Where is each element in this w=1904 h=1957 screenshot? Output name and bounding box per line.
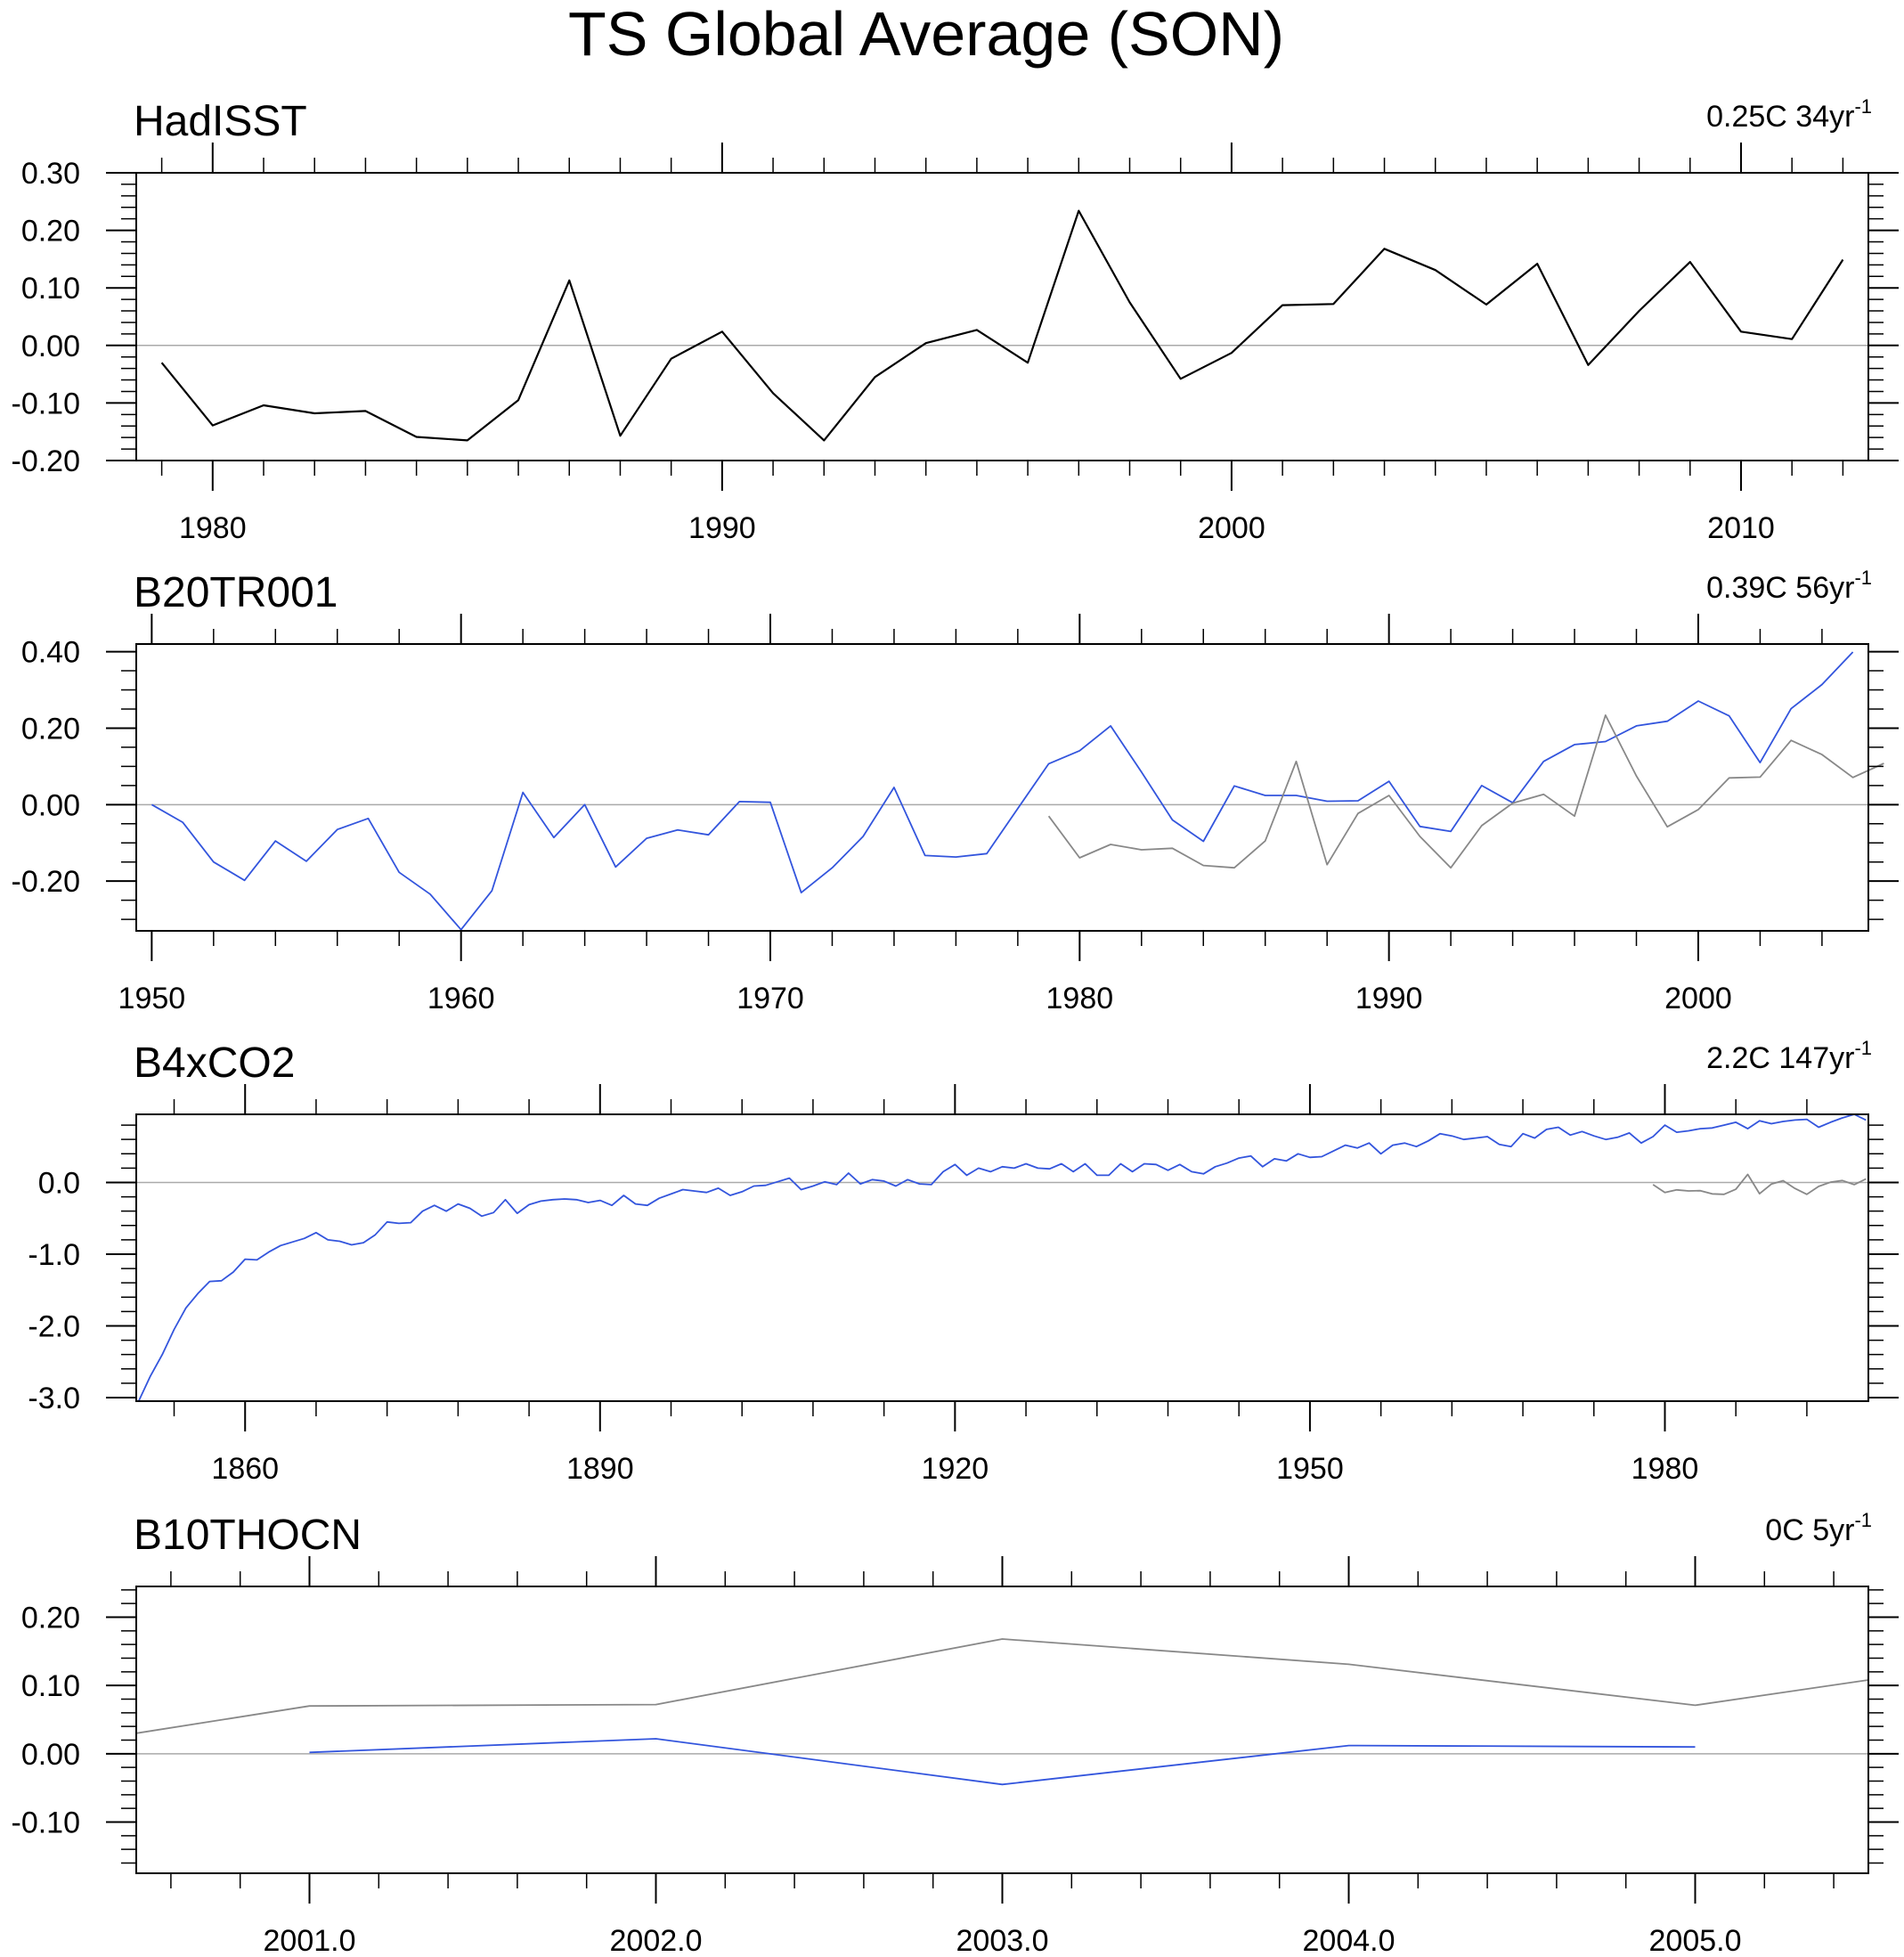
series-line-hadisst bbox=[160, 209, 1844, 442]
y-tick-label: 0.00 bbox=[21, 788, 80, 822]
x-tick-label: 1860 bbox=[211, 1452, 279, 1486]
panel-title: B10THOCN bbox=[134, 1512, 362, 1559]
x-tick-label: 2004.0 bbox=[1303, 1924, 1395, 1957]
y-tick-label: 0.00 bbox=[21, 1738, 80, 1772]
plot-frame bbox=[135, 1113, 1869, 1402]
panel-b20tr001: 1950 1960 1970 1980 1990 2000 -0.20 0.00 0.20 0.4… bbox=[12, 567, 1899, 1015]
plot-frame bbox=[135, 643, 1869, 932]
x-tick-label: 1980 bbox=[1046, 982, 1114, 1015]
series-line-b20tr001 bbox=[151, 651, 1854, 931]
panel-title: B20TR001 bbox=[134, 569, 338, 616]
y-tick-label: -0.10 bbox=[12, 1806, 81, 1840]
series-line-hadisst bbox=[1652, 1173, 1867, 1195]
figure-title: TS Global Average (SON) bbox=[568, 0, 1284, 69]
panel-b4xco2: 1860 1890 1920 1950 1980 -3.0 -2.0 -1.0 0.0 B4xCO… bbox=[28, 1037, 1899, 1486]
y-tick-label: 0.10 bbox=[21, 1669, 80, 1703]
plot-frame bbox=[135, 1586, 1869, 1874]
trend-annotation: 0C 5yr-1 bbox=[1765, 1509, 1872, 1547]
panel-hadisst: 1980 1990 2000 2010 -0.20 -0.10 0.00 0.10 0.20 0.… bbox=[12, 95, 1899, 545]
panel-b10thocn: 2001.0 2002.0 2003.0 2004.0 2005.0 -0.10 0.00 0… bbox=[12, 1509, 1899, 1957]
y-tick-label: 0.40 bbox=[21, 636, 80, 670]
y-tick-label: -0.10 bbox=[12, 387, 81, 420]
x-tick-label: 1890 bbox=[566, 1452, 634, 1486]
y-tick-label: -3.0 bbox=[28, 1382, 80, 1415]
x-tick-label: 2000 bbox=[1198, 511, 1265, 545]
trend-value: 0.39C 56yr bbox=[1706, 571, 1854, 605]
y-tick-label: -1.0 bbox=[28, 1238, 80, 1272]
y-tick-label: 0.20 bbox=[21, 1602, 80, 1635]
y-tick-label: -0.20 bbox=[12, 865, 81, 899]
panels: 1980 1990 2000 2010 -0.20 -0.10 0.00 0.10 0.20 0.… bbox=[12, 95, 1899, 1957]
series-line-b4xco2 bbox=[137, 1113, 1867, 1402]
plot-frame bbox=[135, 172, 1869, 461]
trend-value: 0.25C 34yr bbox=[1706, 100, 1854, 134]
trend-unit-superscript: -1 bbox=[1854, 1509, 1872, 1531]
y-tick-label: 0.20 bbox=[21, 712, 80, 746]
series-line-hadisst bbox=[1047, 714, 1884, 869]
x-tick-label: 1950 bbox=[118, 982, 186, 1015]
trend-annotation: 0.39C 56yr-1 bbox=[1706, 567, 1872, 605]
x-tick-label: 2001.0 bbox=[264, 1924, 356, 1957]
series-line-hadisst bbox=[135, 1638, 1869, 1734]
panel-title: HadISST bbox=[134, 98, 307, 145]
y-tick-label: -0.20 bbox=[12, 444, 81, 478]
x-tick-label: 2010 bbox=[1707, 511, 1775, 545]
y-tick-label: 0.10 bbox=[21, 272, 80, 306]
x-tick-label: 1980 bbox=[1631, 1452, 1699, 1486]
x-tick-label: 2002.0 bbox=[610, 1924, 703, 1957]
x-tick-label: 1980 bbox=[179, 511, 247, 545]
x-tick-label: 1960 bbox=[427, 982, 495, 1015]
x-tick-label: 1970 bbox=[736, 982, 804, 1015]
x-tick-label: 1920 bbox=[922, 1452, 989, 1486]
x-tick-label: 2000 bbox=[1664, 982, 1732, 1015]
x-tick-label: 2003.0 bbox=[956, 1924, 1049, 1957]
x-tick-label: 1950 bbox=[1276, 1452, 1344, 1486]
trend-unit-superscript: -1 bbox=[1854, 567, 1872, 589]
trend-annotation: 2.2C 147yr-1 bbox=[1706, 1037, 1872, 1075]
trend-annotation: 0.25C 34yr-1 bbox=[1706, 95, 1872, 134]
y-tick-label: 0.0 bbox=[38, 1166, 80, 1200]
y-tick-label: 0.20 bbox=[21, 215, 80, 249]
trend-value: 0C 5yr bbox=[1765, 1513, 1854, 1547]
trend-unit-superscript: -1 bbox=[1854, 95, 1872, 118]
y-tick-label: 0.30 bbox=[21, 157, 80, 191]
x-tick-label: 1990 bbox=[1355, 982, 1423, 1015]
series-line-b10thocn bbox=[309, 1738, 1696, 1786]
trend-value: 2.2C 147yr bbox=[1706, 1041, 1854, 1075]
x-tick-label: 2005.0 bbox=[1649, 1924, 1742, 1957]
panel-title: B4xCO2 bbox=[134, 1040, 295, 1087]
trend-unit-superscript: -1 bbox=[1854, 1037, 1872, 1059]
x-tick-label: 1990 bbox=[688, 511, 756, 545]
y-tick-label: -2.0 bbox=[28, 1309, 80, 1343]
y-tick-label: 0.00 bbox=[21, 330, 80, 363]
